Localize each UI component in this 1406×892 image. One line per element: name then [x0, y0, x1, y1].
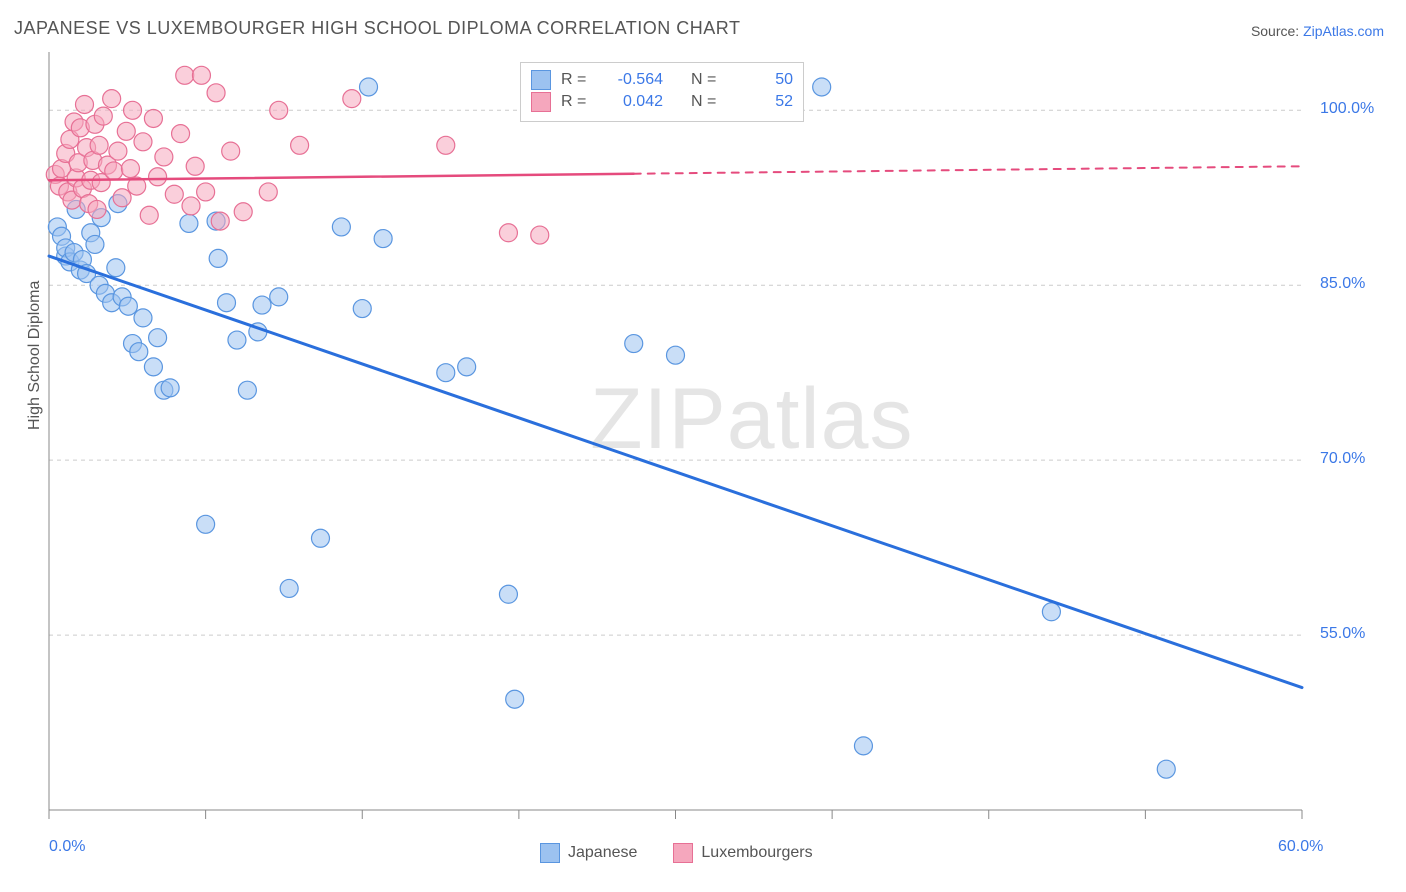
- r-label: R =: [561, 93, 591, 111]
- scatter-plot: [0, 0, 1406, 892]
- n-value: 52: [731, 93, 793, 111]
- x-tick-label: 0.0%: [49, 838, 85, 856]
- swatch-japanese: [531, 70, 551, 90]
- n-label: N =: [691, 93, 721, 111]
- correlation-legend: R = -0.564 N = 50 R = 0.042 N = 52: [520, 62, 804, 122]
- n-value: 50: [731, 71, 793, 89]
- legend-label: Luxembourgers: [701, 844, 812, 862]
- r-value: -0.564: [601, 71, 663, 89]
- r-value: 0.042: [601, 93, 663, 111]
- swatch-japanese: [540, 843, 560, 863]
- legend-item-luxembourgers: Luxembourgers: [673, 843, 812, 863]
- legend-row-japanese: R = -0.564 N = 50: [531, 69, 793, 91]
- legend-item-japanese: Japanese: [540, 843, 637, 863]
- legend-row-luxembourgers: R = 0.042 N = 52: [531, 91, 793, 113]
- y-tick-label: 100.0%: [1320, 100, 1374, 118]
- legend-label: Japanese: [568, 844, 637, 862]
- series-legend: Japanese Luxembourgers: [540, 843, 813, 863]
- r-label: R =: [561, 71, 591, 89]
- y-tick-label: 55.0%: [1320, 625, 1365, 643]
- y-tick-label: 70.0%: [1320, 450, 1365, 468]
- x-tick-label: 60.0%: [1278, 838, 1323, 856]
- swatch-luxembourgers: [673, 843, 693, 863]
- n-label: N =: [691, 71, 721, 89]
- swatch-luxembourgers: [531, 92, 551, 112]
- y-tick-label: 85.0%: [1320, 275, 1365, 293]
